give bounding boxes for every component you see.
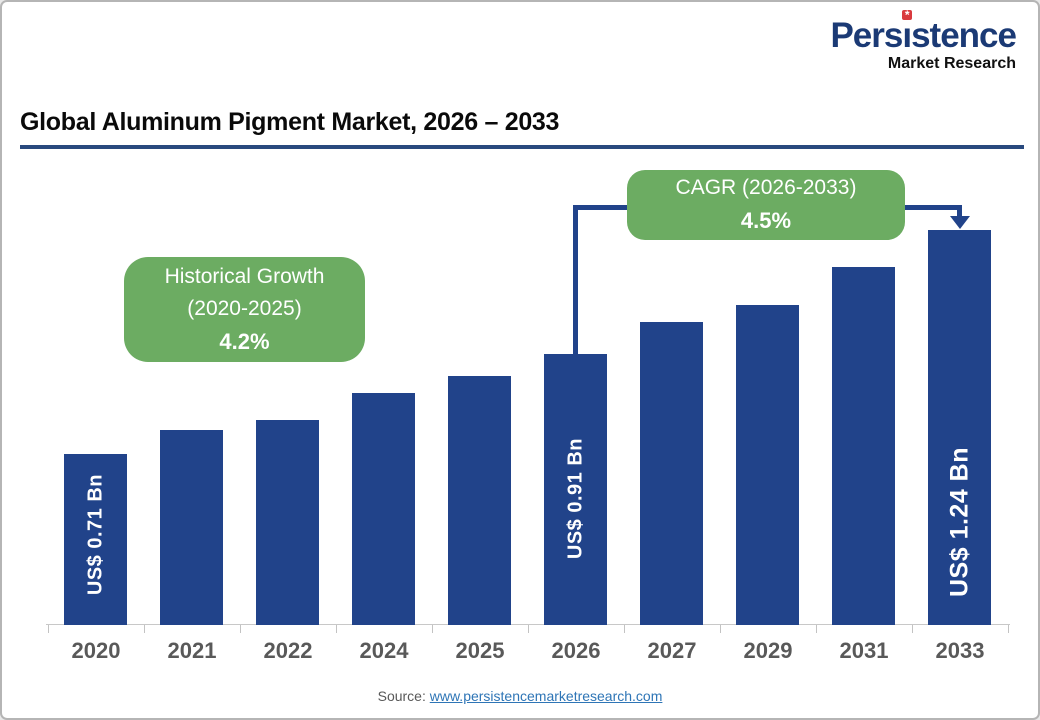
x-axis-label-2025: 2025 (455, 638, 505, 663)
page-title: Global Aluminum Pigment Market, 2026 – 2… (20, 108, 560, 136)
x-axis-label-2021: 2021 (167, 638, 217, 663)
bar-2021 (160, 430, 223, 625)
x-axis-label-2020: 2020 (71, 638, 121, 663)
x-axis-tick (240, 625, 241, 633)
bar-value-label-2026: US$ 0.91 Bn (564, 437, 586, 559)
x-axis-label-2029: 2029 (743, 638, 793, 663)
bar-2020: US$ 0.71 Bn (64, 454, 127, 625)
bar-2025 (448, 376, 511, 625)
x-axis-label-2031: 2031 (839, 638, 889, 663)
brand-text-tail: stence (911, 16, 1017, 55)
x-axis-tick (336, 625, 337, 633)
cagr-line1: CAGR (2026-2033) (675, 176, 857, 200)
x-axis-label-2026: 2026 (551, 638, 601, 663)
x-axis-tick (48, 625, 49, 633)
x-axis-tick (912, 625, 913, 633)
bar-2029 (736, 305, 799, 625)
x-axis-label-2022: 2022 (263, 638, 313, 663)
historical-growth-line1: Historical Growth (164, 264, 325, 288)
brand-i: ı * (901, 8, 912, 55)
cagr-callout: CAGR (2026-2033) 4.5% (627, 170, 905, 240)
bar-2027 (640, 322, 703, 625)
historical-growth-value: 4.2% (219, 328, 270, 354)
historical-growth-callout: Historical Growth (2020-2025) 4.2% (124, 257, 365, 362)
connector-cagr-left (573, 205, 629, 210)
x-axis-tick (624, 625, 625, 633)
x-axis-label-2027: 2027 (647, 638, 697, 663)
cagr-value: 4.5% (740, 207, 792, 233)
bar-2022 (256, 420, 319, 625)
bar-2024 (352, 393, 415, 625)
logo-star-icon: * (901, 9, 912, 21)
brand-subtitle: Market Research (887, 55, 1016, 72)
source-link[interactable]: www.persistencemarketresearch.com (429, 688, 663, 704)
x-axis-tick (816, 625, 817, 633)
x-axis-tick (528, 625, 529, 633)
bar-2033: US$ 1.24 Bn (928, 230, 991, 625)
connector-2026-vertical (573, 205, 578, 355)
x-axis-label-2033: 2033 (935, 638, 985, 663)
brand-text: Pers (830, 16, 903, 55)
x-axis-tick (720, 625, 721, 633)
bar-2026: US$ 0.91 Bn (544, 354, 607, 625)
historical-growth-line2: (2020-2025) (187, 297, 302, 321)
x-axis-label-2024: 2024 (359, 638, 409, 663)
arrow-down-icon (950, 216, 970, 229)
title-underline (20, 145, 1024, 149)
x-axis-line (46, 624, 1010, 625)
bar-2031 (832, 267, 895, 625)
x-axis-tick (432, 625, 433, 633)
brand-logo: Persı * stence Market Research (830, 8, 1017, 72)
connector-2033-vertical (957, 205, 962, 217)
brand-wordmark: Persı * stence (830, 8, 1017, 55)
connector-cagr-right (904, 205, 962, 210)
bar-value-label-2020: US$ 0.71 Bn (84, 473, 106, 595)
x-axis-tick (1008, 625, 1009, 633)
source-label: Source: (377, 688, 426, 704)
x-axis-tick (144, 625, 145, 633)
source-line: Source: www.persistencemarketresearch.co… (2, 688, 1038, 704)
bar-value-label-2033: US$ 1.24 Bn (945, 446, 973, 597)
